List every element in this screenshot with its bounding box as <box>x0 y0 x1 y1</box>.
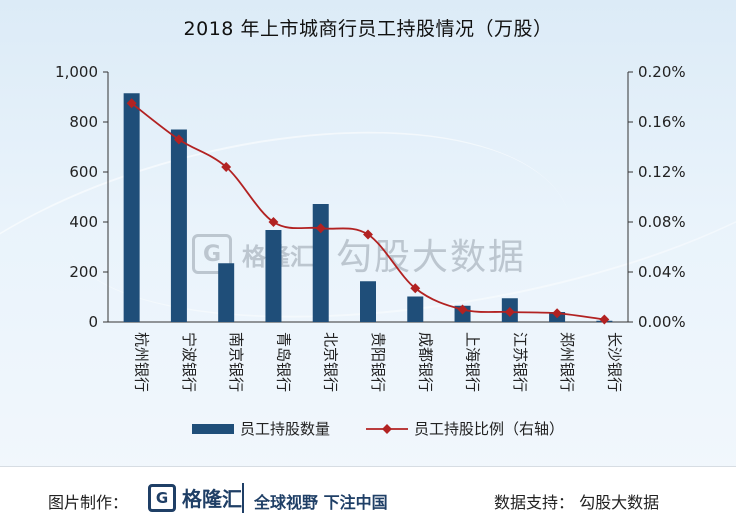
chart-title: 2018 年上市城商行员工持股情况（万股） <box>183 18 553 40</box>
line-point <box>268 217 279 227</box>
y-right-tick-label: 0.00% <box>638 313 686 331</box>
bar <box>360 281 376 322</box>
gelonghui-logo-icon: G <box>148 483 176 512</box>
bar <box>265 230 282 322</box>
y-left-tick-label: 0 <box>88 313 98 331</box>
x-tick-label: 贵阳银行 <box>369 332 387 392</box>
watermark-logo-icon: G <box>192 234 232 274</box>
line-point <box>504 307 515 317</box>
footer-slogan: 全球视野 下注中国 <box>254 493 388 512</box>
x-tick-label: 成都银行 <box>416 332 434 392</box>
x-tick-label: 上海银行 <box>464 332 482 392</box>
x-tick-label: 青岛银行 <box>274 332 292 392</box>
bar <box>123 93 140 322</box>
line-point <box>410 283 421 294</box>
legend-line-marker <box>382 424 392 434</box>
y-right-tick-label: 0.12% <box>638 163 686 181</box>
footer-source: 数据支持： 勾股大数据 <box>494 493 660 512</box>
footer: 图片制作： G 格隆汇 全球视野 下注中国 数据支持： 勾股大数据 <box>0 466 736 532</box>
bar <box>170 129 187 322</box>
footer-divider <box>242 483 244 513</box>
watermark-text: 勾股大数据 <box>336 237 527 278</box>
line-point <box>315 223 326 234</box>
bar <box>218 263 235 322</box>
footer-label: 图片制作： <box>48 493 129 512</box>
y-left-tick-label: 600 <box>69 163 98 181</box>
y-left-tick-label: 1,000 <box>55 63 98 81</box>
legend-bar-swatch <box>192 424 234 434</box>
y-right-tick-label: 0.16% <box>638 113 686 131</box>
x-tick-label: 郑州银行 <box>558 332 576 392</box>
bar <box>312 204 329 322</box>
line-point <box>363 229 373 240</box>
y-right-tick-label: 0.20% <box>638 63 686 81</box>
footer-brand: 格隆汇 <box>182 487 242 511</box>
footer-logo: G 格隆汇 <box>148 483 242 512</box>
line-point <box>599 314 610 325</box>
line-point <box>126 98 137 109</box>
y-left-tick-label: 200 <box>69 263 98 281</box>
x-tick-label: 宁波银行 <box>180 332 198 392</box>
x-tick-label: 南京银行 <box>227 332 245 392</box>
y-left-tick-label: 400 <box>69 213 98 231</box>
line-point <box>457 304 468 315</box>
bar <box>407 296 424 322</box>
line-point <box>173 134 184 145</box>
y-right-tick-label: 0.08% <box>638 213 686 231</box>
x-tick-label: 杭州银行 <box>133 332 151 392</box>
x-tick-label: 北京银行 <box>322 332 340 392</box>
legend-bar-label: 员工持股数量 <box>240 420 330 438</box>
y-left-tick-label: 800 <box>69 113 98 131</box>
watermark: G 格隆汇 勾股大数据 <box>192 228 526 280</box>
line-point <box>221 162 232 172</box>
x-tick-label: 长沙银行 <box>605 332 623 392</box>
line-point <box>552 308 563 319</box>
y-right-tick-label: 0.04% <box>638 263 686 281</box>
combo-chart: 0 200 400 600 800 1,000 0.00% 0.04% 0.08% 0.12% 0.… <box>55 63 686 438</box>
legend-line-label: 员工持股比例（右轴） <box>414 420 564 438</box>
x-tick-label: 江苏银行 <box>511 332 529 392</box>
